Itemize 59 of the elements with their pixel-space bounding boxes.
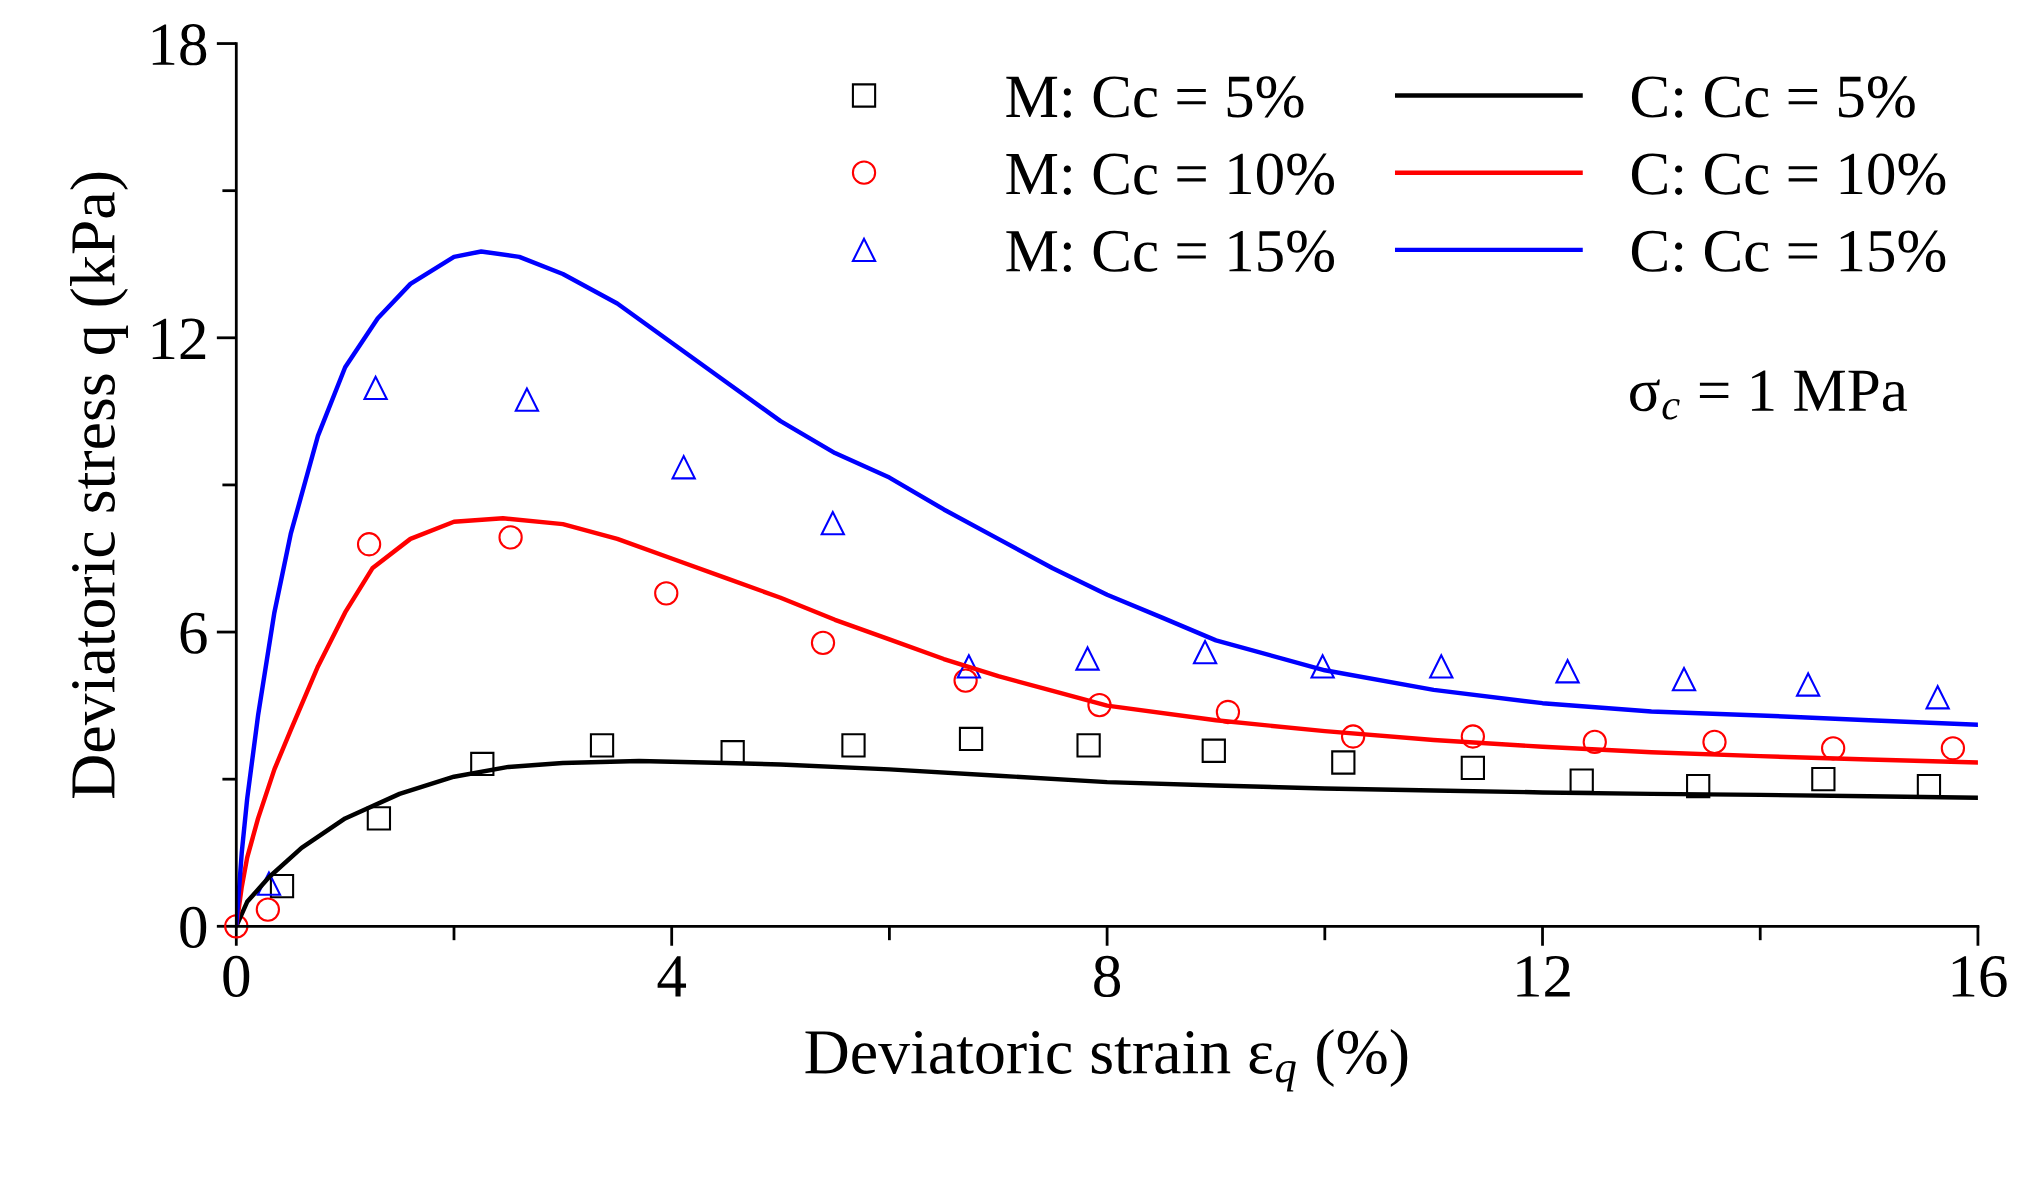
point: [1582, 729, 1607, 755]
point: [1925, 685, 1950, 710]
point: [356, 532, 382, 557]
annotation: σ$_{c}$ = 1 MPa: [1630, 370, 1908, 420]
point: [810, 630, 836, 655]
point: [1192, 640, 1218, 665]
point: [1569, 768, 1594, 793]
point: [958, 726, 984, 752]
point: [366, 806, 392, 831]
y-tick-label: 12: [152, 318, 206, 359]
point: [1795, 672, 1821, 697]
point: [1811, 767, 1836, 792]
x-tick-label: 8: [1094, 955, 1121, 998]
legend-label: C: Cc = 15%: [1631, 230, 1946, 273]
y-tick-label: 18: [152, 24, 207, 66]
point: [953, 668, 978, 693]
point: [269, 873, 295, 899]
point: [589, 733, 615, 758]
x-axis-title: Deviatoric strain ε$_{q}$ (%): [805, 1028, 1408, 1092]
point: [820, 511, 845, 536]
point: [1940, 736, 1966, 761]
legend-label: M: Cc = 15%: [1006, 230, 1335, 273]
legend-label: C: Cc = 10%: [1631, 153, 1946, 195]
point: [654, 581, 679, 606]
legend-label: M: Cc = 10%: [1006, 153, 1335, 195]
point: [671, 455, 696, 480]
x-tick-label: 0: [223, 955, 250, 998]
point: [1429, 654, 1454, 679]
y-tick-label: 0: [180, 906, 207, 949]
point: [363, 375, 388, 400]
point: [1075, 646, 1100, 671]
x-tick-label: 12: [1517, 956, 1570, 997]
point: [956, 654, 982, 679]
legend-label: M: Cc = 5%: [1006, 76, 1304, 118]
point: [470, 751, 495, 777]
point: [255, 897, 281, 922]
point: [1340, 724, 1366, 749]
point: [1310, 654, 1335, 679]
point: [514, 387, 540, 412]
point: [841, 733, 866, 758]
point: [224, 914, 249, 939]
point: [1201, 738, 1226, 763]
point: [498, 525, 523, 550]
point: [1460, 755, 1485, 781]
point: [256, 871, 282, 896]
point: [1331, 750, 1356, 775]
point: [1087, 692, 1112, 718]
point: [1702, 729, 1727, 755]
point: [1215, 699, 1241, 725]
legend-label: C: Cc = 5%: [1631, 76, 1915, 118]
point: [1686, 773, 1711, 799]
point: [1460, 724, 1485, 749]
point: [1076, 733, 1101, 758]
y-axis-title: Deviatoric stress q (kPa): [70, 172, 128, 799]
point: [1555, 659, 1580, 684]
x-tick-label: 4: [657, 956, 687, 997]
y-tick-label: 6: [180, 612, 207, 654]
x-tick-label: 16: [1952, 956, 2007, 998]
point: [1671, 666, 1697, 692]
